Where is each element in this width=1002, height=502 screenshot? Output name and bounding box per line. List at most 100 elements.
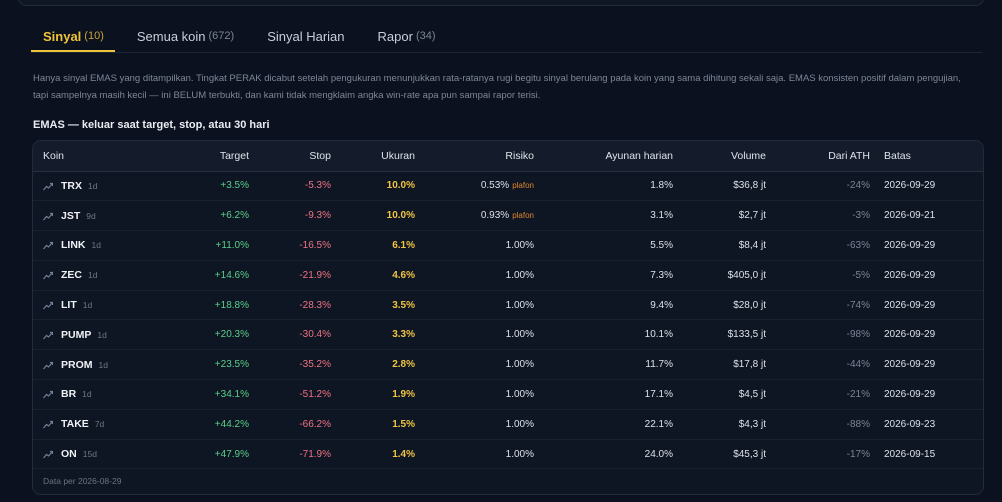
daily-swing-value: 11.7% [645, 359, 673, 371]
coin-cell: LINK 1d [33, 231, 163, 261]
tab-sinyal-harian[interactable]: Sinyal Harian [255, 22, 355, 52]
table-row[interactable]: TRX 1d +3.5% -5.3% 10.0% 0.53% plafon 1.8% $36,8… [33, 171, 983, 201]
target-value: +6.2% [220, 210, 249, 222]
tab-label: Sinyal Harian [267, 29, 345, 44]
tab-sinyal[interactable]: Sinyal (10) [31, 22, 115, 52]
tab-semua-koin[interactable]: Semua koin (672) [125, 22, 245, 52]
risk-cell: 1.00% [422, 439, 541, 469]
table-row[interactable]: PROM 1d +23.5% -35.2% 2.8% 1.00% 11.7% $17,8 jt… [33, 350, 983, 380]
coin-cell: BR 1d [33, 380, 163, 410]
chart-line-icon [43, 390, 54, 399]
coin-timeframe: 7d [94, 419, 105, 430]
deadline-value: 2026-09-29 [884, 359, 936, 371]
daily-swing-value: 17.1% [644, 388, 673, 400]
signals-table: Koin Target Stop Ukuran Risiko Ayunan ha… [33, 141, 983, 469]
chart-line-icon [43, 331, 54, 340]
risk-cap-tag: plafon [512, 181, 534, 191]
deadline-value: 2026-09-29 [884, 329, 936, 341]
coin-symbol: TRX [61, 179, 82, 192]
table-row[interactable]: PUMP 1d +20.3% -30.4% 3.3% 1.00% 10.1% $133,5 j… [33, 320, 983, 350]
from-ath-value: -74% [846, 299, 870, 311]
from-ath-value: -98% [846, 329, 870, 341]
col-header-size[interactable]: Ukuran [338, 141, 422, 172]
coin-timeframe: 1d [82, 389, 92, 400]
section-title: EMAS — keluar saat target, stop, atau 30… [33, 119, 270, 131]
col-header-risk[interactable]: Risiko [422, 141, 541, 172]
from-ath-value: -24% [846, 180, 870, 192]
col-header-coin[interactable]: Koin [33, 141, 163, 172]
size-value: 4.6% [392, 269, 415, 281]
deadline-value: 2026-09-21 [884, 210, 936, 222]
target-value: +34.1% [214, 388, 249, 400]
col-header-daily-swing[interactable]: Ayunan harian [541, 141, 680, 172]
volume-value: $8,4 jt [738, 239, 766, 251]
chart-line-icon [43, 241, 54, 250]
coin-timeframe: 1d [98, 359, 108, 370]
col-header-deadline[interactable]: Batas [877, 141, 983, 172]
daily-swing-value: 5.5% [650, 239, 673, 251]
target-value: +11.0% [215, 239, 249, 251]
risk-cell: 1.00% [422, 380, 541, 410]
coin-symbol: PROM [61, 358, 93, 371]
target-value: +44.2% [214, 418, 249, 430]
risk-cell: 1.00% [422, 290, 541, 320]
risk-value: 1.00% [505, 359, 534, 371]
from-ath-value: -5% [852, 269, 870, 281]
tabs-divider [31, 52, 982, 53]
risk-value: 1.00% [505, 448, 534, 460]
risk-value: 1.00% [505, 388, 534, 400]
daily-swing-value: 10.1% [644, 329, 673, 341]
coin-timeframe: 9d [86, 210, 96, 221]
volume-value: $4,5 jt [738, 388, 766, 400]
stop-value: -21.9% [299, 269, 331, 281]
risk-value: 0.93% [480, 210, 510, 222]
size-value: 2.8% [392, 359, 415, 371]
col-header-volume[interactable]: Volume [680, 141, 773, 172]
size-value: 1.9% [392, 388, 415, 400]
risk-cell: 1.00% [422, 409, 541, 439]
stop-value: -51.2% [299, 388, 331, 400]
daily-swing-value: 9.4% [650, 299, 673, 311]
stop-value: -71.9% [299, 448, 331, 460]
deadline-value: 2026-09-23 [884, 418, 936, 430]
daily-swing-value: 1.8% [650, 180, 673, 192]
stop-value: -35.2% [299, 359, 331, 371]
table-row[interactable]: TAKE 7d +44.2% -66.2% 1.5% 1.00% 22.1% $4,3 jt -… [33, 409, 983, 440]
coin-timeframe: 1d [88, 180, 98, 191]
stop-value: -5.3% [304, 180, 331, 192]
coin-symbol: PUMP [61, 328, 92, 341]
tab-label: Semua koin [136, 29, 206, 44]
size-value: 1.5% [392, 418, 415, 430]
volume-value: $36,8 jt [733, 180, 766, 192]
disclaimer-note: Hanya sinyal EMAS yang ditampilkan. Ting… [33, 73, 961, 101]
tab-rapor[interactable]: Rapor (34) [366, 22, 447, 52]
target-value: +18.8% [214, 299, 249, 311]
size-value: 10.0% [386, 210, 415, 222]
coin-symbol: LINK [61, 239, 86, 252]
table-row[interactable]: ZEC 1d +14.6% -21.9% 4.6% 1.00% 7.3% $405,0 jt -… [33, 260, 983, 291]
coin-symbol: BR [61, 388, 77, 401]
stop-value: -16.5% [299, 239, 331, 251]
table-row[interactable]: BR 1d +34.1% -51.2% 1.9% 1.00% 17.1% $4,5 jt -21… [33, 380, 983, 410]
table-row[interactable]: LINK 1d +11.0% -16.5% 6.1% 1.00% 5.5% $8,4 jt -6… [33, 231, 983, 261]
risk-value: 1.00% [505, 269, 534, 281]
coin-symbol: ON [61, 448, 77, 461]
table-row[interactable]: LIT 1d +18.8% -28.3% 3.5% 1.00% 9.4% $28,0 jt -7… [33, 290, 983, 320]
col-header-target[interactable]: Target [163, 141, 256, 172]
volume-value: $405,0 jt [727, 269, 766, 281]
deadline-value: 2026-09-29 [884, 239, 936, 251]
chart-line-icon [43, 212, 54, 221]
from-ath-value: -63% [846, 239, 870, 251]
top-panel-edge [18, 0, 984, 6]
col-header-from-ath[interactable]: Dari ATH [773, 141, 877, 172]
stop-value: -30.4% [299, 329, 331, 341]
col-header-stop[interactable]: Stop [256, 141, 338, 172]
size-value: 1.4% [392, 448, 415, 460]
table-row[interactable]: JST 9d +6.2% -9.3% 10.0% 0.93% plafon 3.1% $2,7 … [33, 201, 983, 231]
coin-cell: ON 15d [33, 439, 163, 469]
coin-cell: PROM 1d [33, 350, 163, 380]
volume-value: $45,3 jt [733, 448, 766, 460]
coin-cell: TAKE 7d [33, 409, 163, 439]
from-ath-value: -17% [846, 448, 870, 460]
table-row[interactable]: ON 15d +47.9% -71.9% 1.4% 1.00% 24.0% $45,3 jt -… [33, 439, 983, 469]
